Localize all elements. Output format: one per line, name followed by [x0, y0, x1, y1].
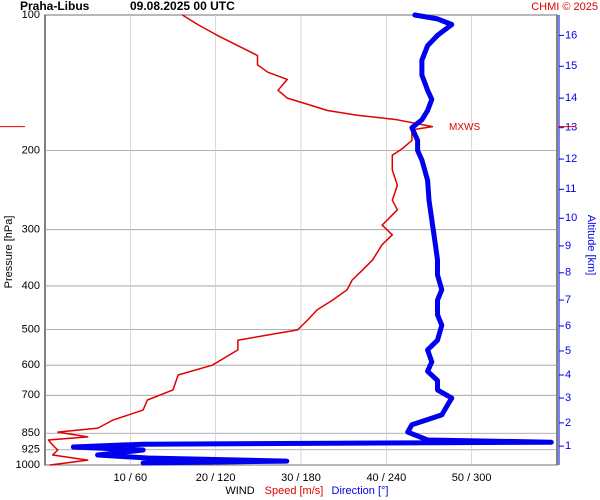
y2-tick-label: 5 [565, 345, 571, 357]
x-tick-label: 40 / 240 [366, 472, 406, 484]
y2-tick-label: 6 [565, 320, 571, 332]
x-tick-label: 50 / 300 [452, 472, 492, 484]
y2-tick-label: 12 [565, 153, 577, 165]
y2-tick-label: 10 [565, 212, 577, 224]
y-tick-label: 200 [22, 144, 40, 156]
y2-tick-label: 11 [565, 183, 576, 195]
y-tick-label: 700 [22, 389, 40, 401]
y2-tick-label: 7 [565, 294, 571, 306]
y2-tick-label: 3 [565, 392, 571, 404]
chart-title: Praha-Libus [20, 0, 90, 13]
y2-tick-label: 8 [565, 267, 571, 279]
y2-tick-label: 13 [565, 122, 577, 134]
y-tick-label: 600 [22, 359, 40, 371]
y-tick-label: 400 [22, 280, 40, 292]
y2-tick-label: 4 [565, 369, 571, 381]
profile-line [70, 12, 554, 466]
y2-tick-label: 16 [565, 29, 577, 41]
y-tick-label: 300 [22, 224, 40, 236]
y-tick-label: 925 [22, 444, 40, 456]
max-wind-label: MXWS [449, 122, 480, 133]
legend-entry: Direction [°] [332, 485, 389, 497]
y2-tick-label: 15 [565, 60, 577, 72]
y2-tick-label: 9 [565, 240, 571, 252]
x-tick-label: 10 / 60 [114, 472, 148, 484]
y-tick-label: 850 [22, 427, 40, 439]
chart-subtitle: 09.08.2025 00 UTC [130, 0, 235, 13]
y-tick-label: 500 [22, 323, 40, 335]
x-tick-label: 20 / 120 [196, 472, 236, 484]
x-axis-label: WIND [225, 485, 254, 497]
y-tick-label: 1000 [16, 459, 40, 471]
y2-tick-label: 14 [565, 92, 577, 104]
y2-axis-label: Altitude [km] [585, 215, 597, 276]
y2-tick-label: 1 [565, 440, 571, 452]
x-tick-label: 30 / 180 [281, 472, 321, 484]
profile-line [47, 14, 434, 466]
y-axis-label: Pressure [hPa] [3, 216, 15, 289]
y-tick-label: 100 [22, 9, 40, 21]
legend-entry: Speed [m/s] [265, 485, 324, 497]
credit: CHMI © 2025 [531, 1, 598, 13]
y2-tick-label: 2 [565, 417, 571, 429]
